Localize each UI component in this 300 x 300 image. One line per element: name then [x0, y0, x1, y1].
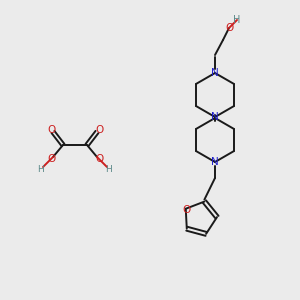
- Text: N: N: [211, 157, 219, 167]
- Text: H: H: [38, 164, 44, 173]
- Text: N: N: [211, 112, 219, 122]
- Text: O: O: [47, 154, 55, 164]
- Text: O: O: [183, 205, 191, 215]
- Text: H: H: [233, 15, 241, 25]
- Text: O: O: [225, 23, 233, 33]
- Text: H: H: [106, 164, 112, 173]
- Text: O: O: [47, 125, 55, 135]
- Text: N: N: [211, 68, 219, 78]
- Text: O: O: [95, 125, 103, 135]
- Text: O: O: [95, 154, 103, 164]
